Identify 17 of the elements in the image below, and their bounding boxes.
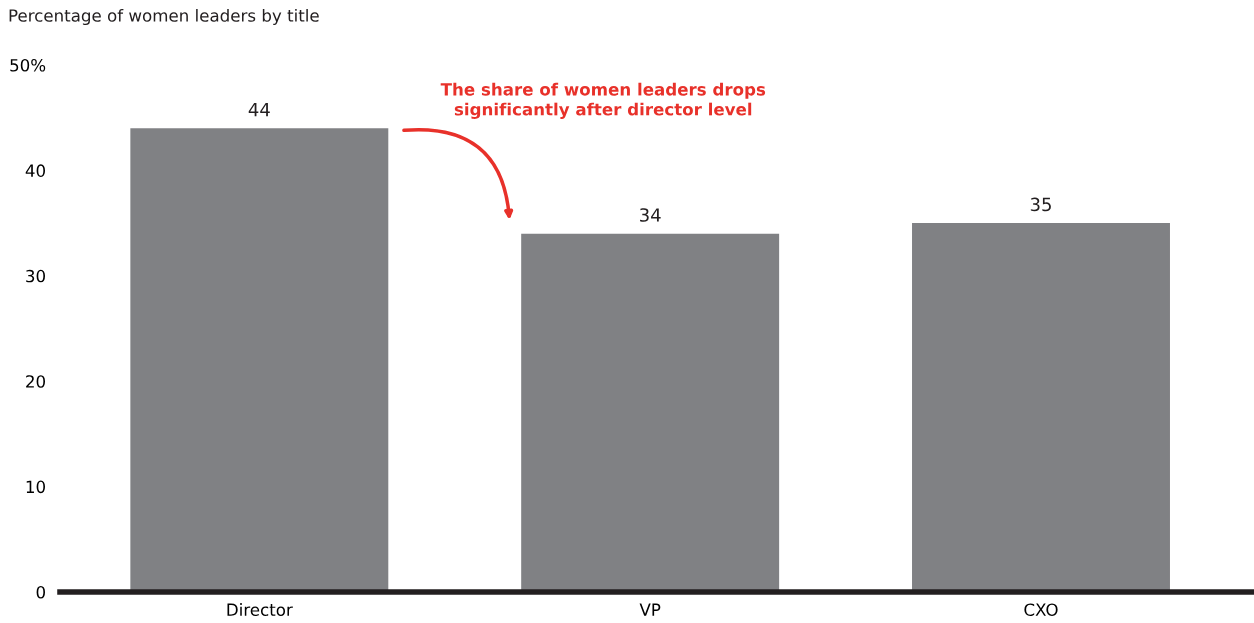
data-label: 34: [640, 208, 661, 222]
y-tick-label: 50%: [10, 58, 46, 72]
x-tick-label: CXO: [1024, 603, 1058, 617]
y-tick-label: 30: [26, 269, 45, 283]
chart-title: Percentage of women leaders by title: [9, 8, 319, 26]
annotation: The share of women leaders drops significantly after director level: [440, 82, 766, 119]
bar: [130, 128, 389, 592]
x-tick-label: Director: [227, 603, 293, 617]
data-label: 35: [1030, 197, 1051, 212]
y-tick-label: 10: [26, 480, 45, 494]
y-tick-label: 40: [25, 164, 45, 177]
x-tick-label: VP: [639, 603, 661, 616]
bar: [521, 233, 780, 592]
y-tick-label: 0: [36, 585, 45, 599]
y-tick-label: 20: [26, 375, 45, 388]
data-label: 44: [248, 102, 270, 117]
bar: [912, 223, 1170, 592]
